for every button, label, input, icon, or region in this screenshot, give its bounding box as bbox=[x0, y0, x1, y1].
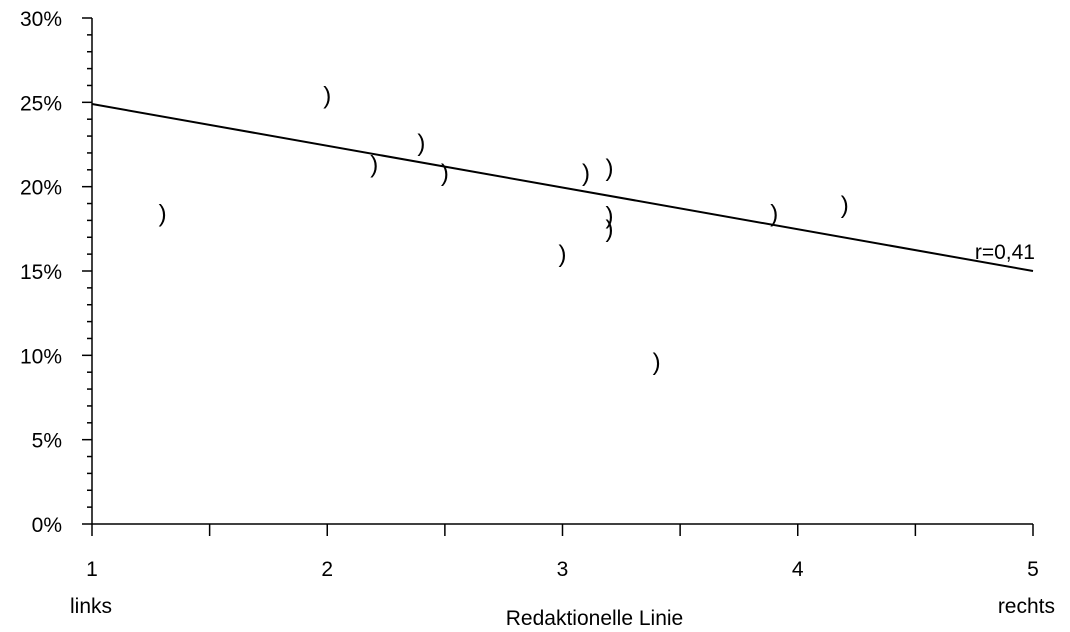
x-end-label-right: rechts bbox=[998, 595, 1055, 618]
x-tick-label: 2 bbox=[321, 558, 333, 581]
y-tick-labels: 0% 5% 10% 15% 20% 25% 30% bbox=[20, 8, 62, 537]
y-tick-label: 25% bbox=[20, 92, 62, 115]
data-point: ) bbox=[841, 192, 849, 219]
correlation-annotation: r=0,41 bbox=[975, 241, 1035, 264]
x-end-label-left: links bbox=[70, 595, 112, 618]
data-points: ))))))))))))) bbox=[159, 83, 849, 376]
y-tick-label: 15% bbox=[20, 261, 62, 284]
y-tick-label: 0% bbox=[32, 514, 62, 537]
data-point: ) bbox=[606, 216, 614, 243]
data-point: ) bbox=[653, 349, 661, 376]
y-tick-label: 30% bbox=[20, 8, 62, 31]
y-major-ticks bbox=[82, 17, 92, 525]
data-point: ) bbox=[323, 83, 331, 110]
data-point: ) bbox=[582, 160, 590, 187]
data-point: ) bbox=[559, 241, 567, 268]
data-point: ) bbox=[159, 201, 167, 228]
x-axis-label: Redaktionelle Linie bbox=[506, 607, 683, 630]
data-point: ) bbox=[770, 201, 778, 228]
x-tick-label: 5 bbox=[1027, 558, 1039, 581]
x-tick-label: 1 bbox=[86, 558, 98, 581]
data-point: ) bbox=[606, 155, 614, 182]
data-point: ) bbox=[441, 160, 449, 187]
regression-line bbox=[91, 103, 1034, 272]
y-tick-label: 5% bbox=[32, 430, 62, 453]
data-point: ) bbox=[606, 202, 614, 229]
x-ticks bbox=[91, 524, 1034, 536]
y-minor-ticks bbox=[87, 34, 92, 508]
x-tick-label: 3 bbox=[557, 558, 569, 581]
x-tick-labels: 1 2 3 4 5 bbox=[86, 558, 1039, 581]
y-tick-label: 10% bbox=[20, 345, 62, 368]
x-tick-label: 4 bbox=[792, 558, 804, 581]
y-tick-label: 20% bbox=[20, 177, 62, 200]
axes bbox=[91, 18, 1033, 525]
data-point: ) bbox=[417, 130, 425, 157]
data-point: ) bbox=[370, 152, 378, 179]
